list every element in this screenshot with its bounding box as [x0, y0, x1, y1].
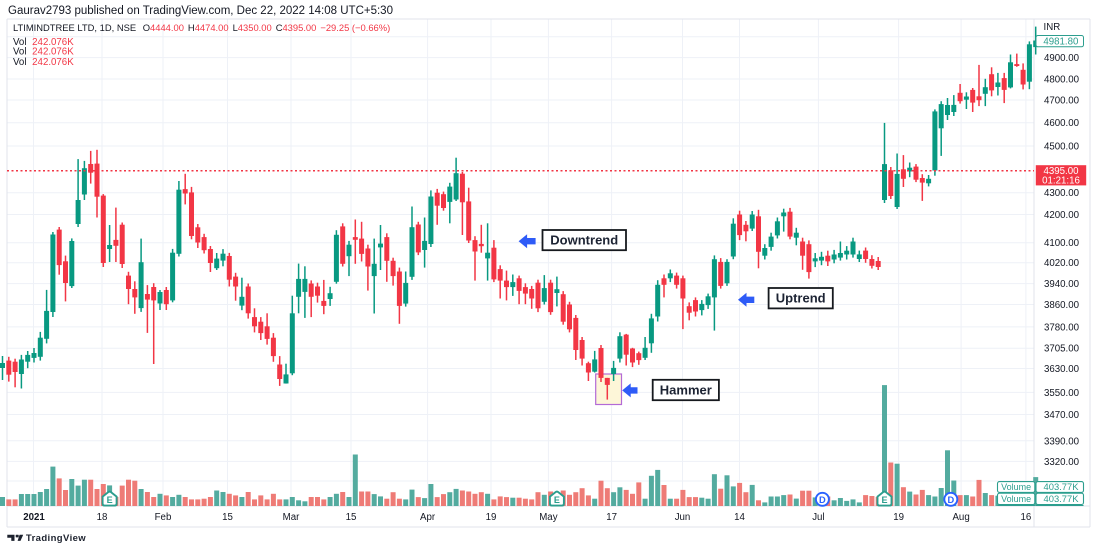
svg-text:3320.00: 3320.00	[1044, 457, 1080, 468]
svg-text:14: 14	[734, 512, 745, 523]
svg-text:3630.00: 3630.00	[1044, 364, 1080, 375]
svg-text:Hammer: Hammer	[660, 383, 712, 398]
svg-text:4395.00: 4395.00	[1043, 166, 1079, 177]
svg-text:Downtrend: Downtrend	[550, 233, 618, 248]
svg-text:4600.00: 4600.00	[1044, 118, 1080, 129]
svg-text:Vol 242.076K: Vol 242.076K	[13, 57, 74, 68]
svg-text:3550.00: 3550.00	[1044, 388, 1080, 399]
svg-text:May: May	[539, 512, 557, 523]
svg-text:2021: 2021	[23, 512, 45, 523]
svg-text:4300.00: 4300.00	[1044, 188, 1080, 199]
svg-text:3705.00: 3705.00	[1044, 344, 1080, 355]
svg-text:Aug: Aug	[952, 512, 969, 523]
svg-text:TradingView: TradingView	[26, 533, 86, 544]
svg-text:Feb: Feb	[155, 512, 172, 523]
svg-text:Vol 242.076K: Vol 242.076K	[13, 37, 74, 48]
svg-text:Uptrend: Uptrend	[776, 291, 826, 306]
svg-text:3940.00: 3940.00	[1044, 279, 1080, 290]
svg-text:E: E	[881, 495, 887, 505]
svg-text:Volume: Volume	[1001, 494, 1031, 504]
svg-text:16: 16	[1021, 512, 1032, 523]
svg-text:Gaurav2793 published on Tradin: Gaurav2793 published on TradingView.com,…	[8, 5, 393, 17]
svg-text:Apr: Apr	[420, 512, 436, 523]
svg-text:4200.00: 4200.00	[1044, 210, 1080, 221]
svg-text:4020.00: 4020.00	[1044, 258, 1080, 269]
svg-text:4500.00: 4500.00	[1044, 142, 1080, 153]
svg-text:4900.00: 4900.00	[1044, 53, 1080, 64]
svg-text:D: D	[947, 495, 954, 505]
svg-text:D: D	[819, 495, 826, 505]
svg-text:Volume: Volume	[1001, 482, 1031, 492]
svg-text:Jul: Jul	[812, 512, 824, 523]
svg-text:LTIMINDTREE LTD, 1D, NSE O4444: LTIMINDTREE LTD, 1D, NSE O4444.00 H4474.0…	[13, 22, 390, 33]
svg-text:INR: INR	[1044, 22, 1061, 33]
svg-text:01:21:16: 01:21:16	[1042, 176, 1080, 187]
svg-text:19: 19	[893, 512, 904, 523]
svg-text:3470.00: 3470.00	[1044, 410, 1080, 421]
svg-text:4981.80: 4981.80	[1043, 37, 1079, 48]
svg-text:E: E	[554, 495, 560, 505]
svg-text:4700.00: 4700.00	[1044, 96, 1080, 107]
svg-text:15: 15	[222, 512, 233, 523]
svg-text:4100.00: 4100.00	[1044, 238, 1080, 249]
svg-text:3860.00: 3860.00	[1044, 300, 1080, 311]
svg-text:403.77K: 403.77K	[1044, 481, 1080, 492]
svg-text:3390.00: 3390.00	[1044, 436, 1080, 447]
svg-text:Mar: Mar	[283, 512, 300, 523]
svg-text:403.77K: 403.77K	[1044, 493, 1080, 504]
svg-text:4800.00: 4800.00	[1044, 75, 1080, 86]
svg-text:Jun: Jun	[675, 512, 691, 523]
svg-text:18: 18	[97, 512, 108, 523]
svg-text:3780.00: 3780.00	[1044, 322, 1080, 333]
svg-text:15: 15	[346, 512, 357, 523]
svg-text:E: E	[107, 495, 113, 505]
svg-text:17: 17	[606, 512, 617, 523]
svg-text:Vol 242.076K: Vol 242.076K	[13, 47, 74, 58]
svg-text:19: 19	[486, 512, 497, 523]
